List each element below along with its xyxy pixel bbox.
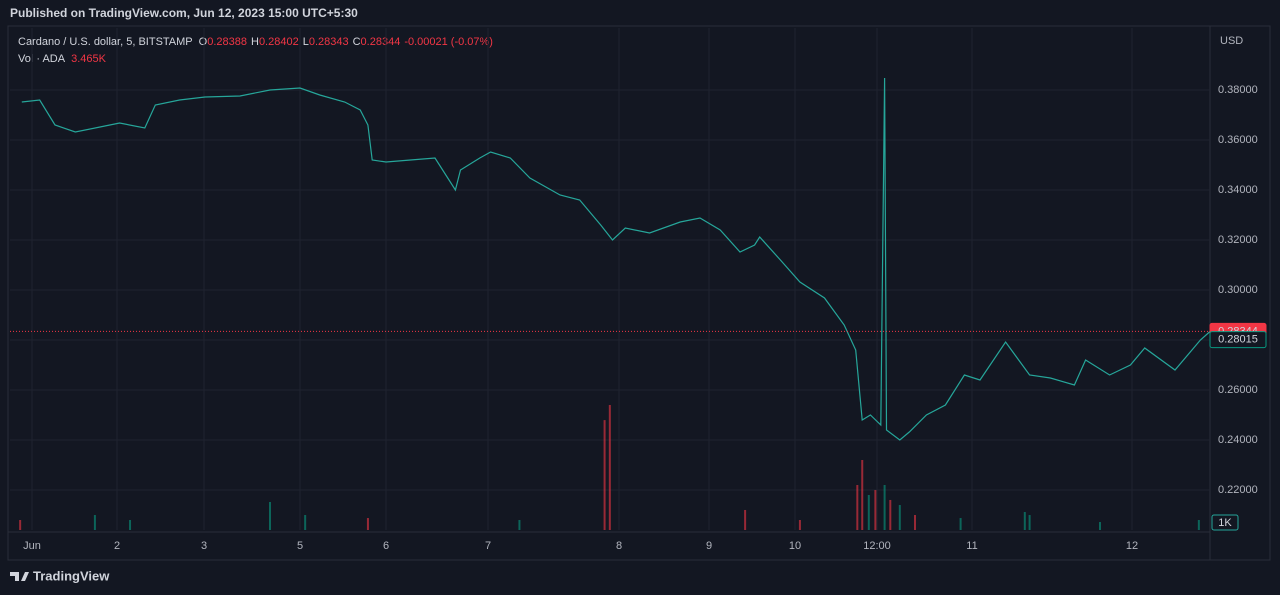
volume-bar <box>19 519 22 530</box>
x-tick-label: 11 <box>966 540 977 552</box>
ohlc-value: 0.28343 <box>309 36 349 48</box>
y-tick-label: 0.34000 <box>1218 184 1258 196</box>
x-tick-label: 12 <box>1126 540 1138 552</box>
volume-bar <box>304 515 307 530</box>
volume-bar <box>518 519 521 530</box>
volume-bar <box>959 518 962 530</box>
x-tick-label: 3 <box>201 540 207 552</box>
volume-bar <box>798 519 801 530</box>
volume-title: Vol · ADA <box>18 53 66 65</box>
published: Published on TradingView.com, Jun 12, 20… <box>10 6 358 20</box>
ohlc-label: L <box>303 36 309 48</box>
x-tick-label: 5 <box>297 540 303 552</box>
volume-bar <box>889 499 892 530</box>
brand: TradingView <box>33 568 110 583</box>
volume-bar <box>867 495 870 530</box>
y-tick-label: 0.22000 <box>1218 484 1258 496</box>
ohlc-label: O <box>199 36 208 48</box>
y-tick-label: 0.24000 <box>1218 434 1258 446</box>
brand-logo <box>10 572 29 581</box>
y-tick-label: 0.36000 <box>1218 134 1258 146</box>
y-tick-label: 0.30000 <box>1218 284 1258 296</box>
x-tick-label: 6 <box>383 540 389 552</box>
x-tick-label: 10 <box>789 540 801 552</box>
ohlc-value: 0.28402 <box>259 36 299 48</box>
y-axis-label: USD <box>1220 35 1243 47</box>
volume-bar <box>603 420 606 530</box>
x-tick-label: 7 <box>485 540 491 552</box>
ohlc-label: C <box>353 36 361 48</box>
volume-bar <box>861 460 864 530</box>
x-tick-label: Jun <box>23 540 41 552</box>
symbol: Cardano / U.S. dollar, 5, BITSTAMP <box>18 36 193 48</box>
volume-bar <box>366 518 369 530</box>
x-tick-label: 9 <box>706 540 712 552</box>
ohlc-label: H <box>251 36 259 48</box>
y-tick-label: 0.32000 <box>1218 234 1258 246</box>
volume-bar <box>1197 519 1200 530</box>
volume-legend: Vol · ADA 3.465K <box>18 53 107 65</box>
change: -0.00021 (-0.07%) <box>404 36 493 48</box>
volume-bar <box>608 404 611 530</box>
ohlc-value: 0.28344 <box>361 36 401 48</box>
volume-bar <box>914 515 916 530</box>
volume-tick-box <box>1211 514 1239 531</box>
x-tick-label: 2 <box>114 540 120 552</box>
chart-frame <box>7 25 1271 561</box>
volume-bar <box>744 509 747 530</box>
volume-bar <box>883 484 886 530</box>
price-tag <box>1209 331 1267 349</box>
volume-tick-label: 1K <box>1218 517 1232 529</box>
volume-last: 3.465K <box>71 53 107 65</box>
volume-bar <box>93 515 96 530</box>
volume-bar <box>1028 515 1031 530</box>
volume-bar <box>1023 512 1026 530</box>
volume-bar <box>269 502 271 530</box>
volume-bar <box>856 484 859 530</box>
x-tick-label: 8 <box>616 540 622 552</box>
price-tag-label: 0.28015 <box>1218 334 1258 346</box>
volume-bar <box>1099 522 1101 530</box>
y-tick-label: 0.26000 <box>1218 384 1258 396</box>
ohlc-value: 0.28388 <box>207 36 247 48</box>
volume-bar <box>874 490 877 530</box>
volume-bar <box>898 505 901 530</box>
y-tick-label: 0.38000 <box>1218 84 1258 96</box>
legend: Cardano / U.S. dollar, 5, BITSTAMP O0.283… <box>18 36 493 48</box>
price-line <box>21 77 1211 441</box>
x-tick-label: 12:00 <box>863 540 891 552</box>
volume-bar <box>129 519 132 530</box>
